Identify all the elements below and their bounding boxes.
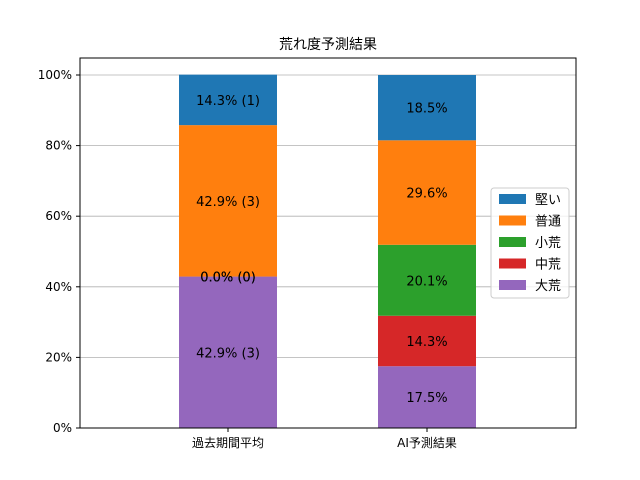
- legend-label: 小荒: [535, 236, 561, 251]
- x-tick-label: AI予測結果: [397, 436, 457, 450]
- data-label: 20.1%: [406, 274, 447, 289]
- bar-segment: [179, 125, 277, 277]
- data-labels: 42.9% (3)0.0% (0)0.0% (0)42.9% (3)14.3% …: [196, 94, 448, 406]
- data-label: 42.9% (3): [196, 195, 260, 210]
- bar-segment: [378, 75, 476, 141]
- legend-label: 堅い: [535, 193, 561, 208]
- data-label: 17.5%: [406, 391, 447, 406]
- data-label: 14.3%: [406, 335, 447, 350]
- legend-swatch: [499, 194, 526, 204]
- bars: [179, 74, 476, 428]
- bar-segment: [378, 244, 476, 316]
- bar-segment: [378, 366, 476, 428]
- axis-ticks: 0% 20% 40% 60% 80% 100% 過去期間平均 AI予測結果: [38, 68, 457, 450]
- bar-segment: [179, 276, 277, 428]
- y-tick-label: 40%: [45, 280, 72, 294]
- bar-segment: [378, 315, 476, 367]
- legend-label: 普通: [535, 215, 561, 230]
- legend-label: 大荒: [535, 279, 561, 294]
- legend-swatch: [499, 280, 526, 290]
- legend-swatch: [499, 237, 526, 247]
- y-tick-label: 0%: [53, 421, 72, 435]
- data-label: 14.3% (1): [196, 94, 260, 109]
- data-label: 42.9% (3): [196, 346, 260, 361]
- chart-title: 荒れ度予測結果: [279, 37, 377, 53]
- bar-segment: [378, 140, 476, 245]
- legend-swatch: [499, 258, 526, 269]
- x-tick-label: 過去期間平均: [192, 436, 264, 450]
- legend-swatch: [499, 215, 526, 226]
- y-tick-label: 100%: [38, 68, 72, 82]
- data-label: 0.0% (0): [200, 271, 256, 286]
- data-label: 29.6%: [406, 187, 447, 202]
- y-tick-label: 60%: [45, 209, 72, 223]
- plot-frame: [79, 57, 577, 429]
- y-tick-label: 20%: [45, 350, 72, 364]
- y-tick-label: 80%: [45, 139, 72, 153]
- bar-segment: [179, 74, 277, 126]
- data-label: 18.5%: [406, 102, 447, 117]
- data-label: 0.0% (0): [200, 271, 256, 286]
- legend-label: 中荒: [535, 258, 561, 273]
